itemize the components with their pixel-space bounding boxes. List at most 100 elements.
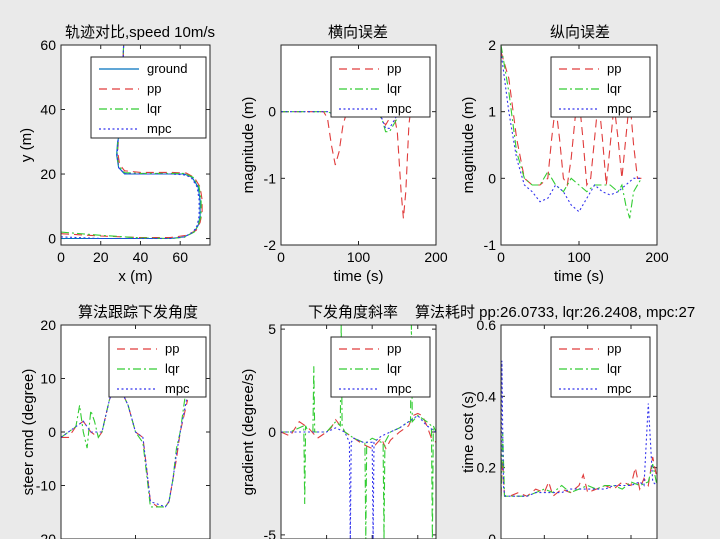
legend: pp lqr mpc (330, 56, 431, 118)
y-tick-label: 10 (40, 371, 56, 387)
y-axis-label: time cost (s) (460, 391, 477, 473)
x-tick-label: 100 (567, 249, 591, 265)
y-tick-label: 2 (488, 37, 496, 53)
y-tick-label: -2 (264, 237, 277, 253)
y-tick-label: 60 (40, 37, 56, 53)
series-line-lqr (501, 45, 642, 219)
x-axis-label: time (s) (334, 268, 384, 285)
y-axis-label: steer cmd (degree) (20, 369, 37, 496)
legend-label-pp: pp (387, 341, 401, 356)
x-tick-label: 200 (424, 249, 448, 265)
legend-label-mpc: mpc (607, 381, 632, 396)
legend-label-pp: pp (607, 341, 621, 356)
y-axis-label: magnitude (m) (460, 97, 477, 194)
y-tick-label: -1 (264, 170, 277, 186)
chart-title: 纵向误差 (550, 24, 610, 41)
y-axis-label: magnitude (m) (240, 97, 257, 194)
y-tick-label: 0.6 (477, 317, 497, 333)
axes-frame (500, 324, 658, 539)
axes-frame (60, 324, 211, 539)
y-tick-label: -10 (36, 478, 56, 494)
series-line-mpc (501, 51, 642, 213)
series-line-pp (501, 51, 642, 187)
chart-lateral-error: 0 100 200 -2 -1 0 横向误差 time (s) magnitude (m) pp l… (240, 24, 448, 285)
legend-label-mpc: mpc (147, 121, 172, 136)
legend-label-lqr: lqr (165, 361, 180, 376)
y-tick-label: 0 (488, 170, 496, 186)
legend: pp lqr mpc (550, 56, 651, 118)
series-line-pp (501, 456, 657, 498)
series-line-pp (281, 412, 436, 450)
legend-label-lqr: lqr (387, 361, 402, 376)
y-tick-label: 0 (488, 531, 496, 539)
legend-label-mpc: mpc (387, 101, 412, 116)
axes-frame (60, 44, 211, 246)
y-tick-label: 0 (268, 104, 276, 120)
legend-label-mpc: mpc (165, 381, 190, 396)
legend: ground pp lqr mpc (90, 56, 207, 139)
y-tick-label: 1 (488, 104, 496, 120)
legend-label-lqr: lqr (607, 81, 622, 96)
chart-trajectory: 0 20 40 60 0 20 40 60 轨迹对比,speed 10m/s x (m) y (m)… (18, 24, 215, 285)
legend-box (550, 56, 651, 118)
x-axis-label: x (m) (118, 268, 152, 285)
series-group (501, 360, 657, 500)
x-tick-label: 200 (645, 249, 669, 265)
series-group (501, 45, 642, 219)
y-axis-label: gradient (degree/s) (240, 369, 257, 496)
x-tick-label: 0 (277, 249, 285, 265)
x-tick-label: 60 (172, 249, 188, 265)
x-tick-label: 100 (347, 249, 371, 265)
series-line-mpc (501, 360, 657, 497)
legend-box (330, 56, 431, 118)
legend-label-pp: pp (387, 61, 401, 76)
chart-title: 算法耗时 pp:26.0733, lqr:26.2408, mpc:27 (415, 303, 695, 321)
series-line-mpc (281, 414, 436, 539)
y-axis-label: y (m) (18, 128, 35, 162)
axes-frame (500, 44, 658, 246)
chart-title: 横向误差 (328, 24, 388, 41)
x-tick-label: 0 (57, 249, 65, 265)
y-tick-label: -5 (264, 527, 277, 539)
x-tick-label: 20 (93, 249, 109, 265)
series-line-lqr (501, 431, 657, 500)
x-tick-label: 40 (133, 249, 149, 265)
x-axis-label: time (s) (554, 268, 604, 285)
y-tick-label: 0.4 (477, 388, 497, 404)
legend-label-mpc: mpc (387, 381, 412, 396)
legend-label-mpc: mpc (607, 101, 632, 116)
y-tick-label: -1 (484, 237, 497, 253)
y-tick-label: 40 (40, 102, 56, 118)
legend-label-ground: ground (147, 61, 187, 76)
legend: pp lqr mpc (330, 336, 431, 398)
chart-title: 轨迹对比,speed 10m/s (65, 24, 215, 41)
x-tick-label: 0 (497, 249, 505, 265)
axes-frame (280, 324, 437, 539)
legend-label-lqr: lqr (607, 361, 622, 376)
legend-box (90, 56, 207, 139)
legend-label-pp: pp (165, 341, 179, 356)
legend-label-pp: pp (607, 61, 621, 76)
legend-label-lqr: lqr (147, 101, 162, 116)
y-tick-label: 0 (48, 231, 56, 247)
legend-label-pp: pp (147, 81, 161, 96)
legend-label-lqr: lqr (387, 81, 402, 96)
legend-box (330, 336, 431, 398)
y-tick-label: 20 (40, 317, 56, 333)
y-tick-label: -20 (36, 531, 56, 539)
series-line-mpc (61, 388, 189, 508)
axes-frame (280, 44, 437, 246)
legend-box (550, 336, 651, 398)
y-tick-label: 0 (48, 424, 56, 440)
y-tick-label: 0 (268, 424, 276, 440)
legend: pp lqr mpc (550, 336, 651, 398)
y-tick-label: 20 (40, 166, 56, 182)
series-line-lqr (61, 45, 202, 240)
legend: pp lqr mpc (108, 336, 207, 398)
y-tick-label: 5 (268, 321, 276, 337)
